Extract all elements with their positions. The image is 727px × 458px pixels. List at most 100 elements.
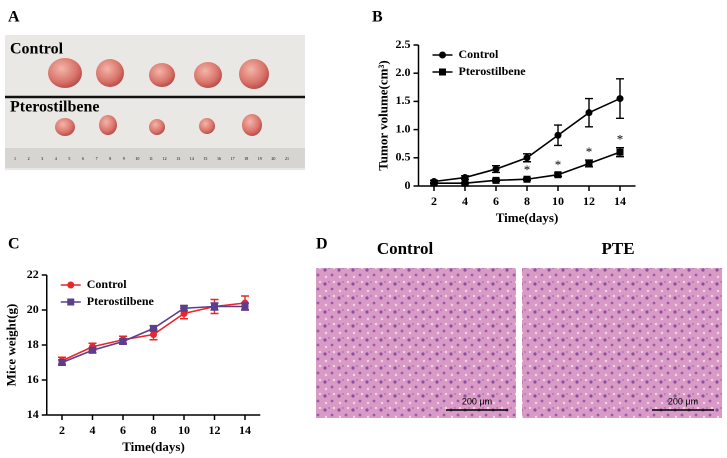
ruler-number: 15 [203, 156, 207, 161]
ruler-number: 13 [176, 156, 180, 161]
marker [585, 159, 593, 167]
marker [554, 131, 562, 139]
ruler [5, 148, 305, 168]
y-tick-label: 0 [405, 178, 411, 192]
x-tick-label: 4 [90, 423, 96, 437]
marker [150, 331, 157, 338]
histology-image [522, 268, 722, 418]
y-tick-label: 2.0 [396, 65, 411, 79]
ruler-number: 6 [82, 156, 84, 161]
marker [58, 359, 66, 366]
y-tick-label: 22 [27, 267, 39, 281]
significance: * [586, 144, 593, 159]
marker [430, 179, 438, 187]
x-tick-label: 10 [552, 194, 564, 208]
y-tick-label: 0.5 [396, 150, 411, 164]
marker [150, 324, 157, 332]
ruler-number: 21 [285, 156, 289, 161]
x-tick-label: 6 [120, 423, 126, 437]
x-tick-label: 6 [493, 194, 499, 208]
ruler-number: 20 [271, 156, 275, 161]
y-tick-label: 2.5 [396, 37, 411, 51]
panel-label: D [316, 236, 328, 253]
marker [461, 174, 469, 182]
ruler-number: 7 [96, 156, 98, 161]
marker [241, 303, 249, 310]
ruler-number: 4 [55, 156, 57, 161]
significance: * [617, 132, 624, 147]
significance: * [493, 163, 500, 178]
panel-label: C [8, 236, 20, 253]
marker [554, 171, 562, 179]
marker [67, 298, 75, 306]
marker [119, 338, 127, 345]
x-tick-label: 10 [178, 423, 190, 437]
y-axis-label: Tumor volume(cm³) [375, 60, 390, 170]
ruler-number: 3 [41, 156, 43, 161]
significance: * [555, 157, 562, 172]
ruler-number: 11 [149, 156, 153, 161]
y-tick-label: 20 [27, 302, 39, 316]
photo-label: Control [10, 41, 64, 58]
scale-label: 200 μm [668, 396, 698, 406]
y-axis-label: Mice weight(g) [4, 304, 19, 387]
marker [523, 175, 531, 183]
x-tick-label: 12 [583, 194, 595, 208]
ruler-number: 5 [68, 156, 70, 161]
y-tick-label: 18 [27, 337, 39, 351]
histology-title: Control [377, 239, 434, 258]
marker [523, 154, 531, 162]
y-tick-label: 1.5 [396, 93, 411, 107]
marker [492, 165, 500, 173]
marker [180, 304, 188, 312]
marker [67, 281, 75, 289]
ruler-number: 19 [258, 156, 262, 161]
ruler-number: 1 [14, 156, 16, 161]
legend-label: Control [459, 47, 499, 61]
x-tick-label: 4 [462, 194, 468, 208]
marker [211, 303, 218, 310]
ruler-number: 2 [28, 156, 30, 161]
scale-label: 200 μm [462, 396, 492, 406]
x-tick-label: 8 [151, 423, 157, 437]
marker [439, 51, 446, 59]
ruler-number: 12 [163, 156, 167, 161]
x-tick-label: 2 [59, 423, 65, 437]
legend-label: Pterostilbene [459, 64, 527, 78]
ruler-number: 17 [231, 156, 235, 161]
y-tick-label: 1.0 [396, 121, 411, 135]
x-axis-label: Time(days) [496, 210, 559, 225]
x-tick-label: 14 [239, 423, 251, 437]
marker [585, 109, 593, 117]
tumors [48, 58, 269, 136]
significance: * [524, 162, 531, 177]
x-tick-label: 14 [614, 194, 626, 208]
photo-label: Pterostilbene [10, 99, 99, 116]
ruler-number: 18 [244, 156, 248, 161]
legend-label: Pterostilbene [87, 294, 155, 308]
histology-image [316, 268, 516, 418]
ruler-number: 10 [135, 156, 139, 161]
ruler-number: 9 [123, 156, 125, 161]
panel-label: B [372, 9, 383, 26]
y-tick-label: 16 [27, 372, 39, 386]
marker [616, 95, 624, 103]
marker [89, 346, 96, 354]
ruler-number: 16 [217, 156, 221, 161]
marker [616, 148, 624, 156]
x-tick-label: 2 [431, 194, 437, 208]
legend-label: Control [87, 277, 127, 291]
marker [439, 68, 446, 76]
photo [5, 35, 305, 170]
marker [461, 179, 469, 187]
panel-label: A [8, 9, 20, 26]
x-axis-label: Time(days) [122, 439, 185, 454]
ruler-number: 8 [109, 156, 111, 161]
ruler-number: 14 [190, 156, 194, 161]
marker [492, 176, 500, 184]
x-tick-label: 8 [524, 194, 530, 208]
histology-title: PTE [601, 239, 634, 258]
x-tick-label: 12 [209, 423, 221, 437]
y-tick-label: 14 [27, 407, 39, 421]
